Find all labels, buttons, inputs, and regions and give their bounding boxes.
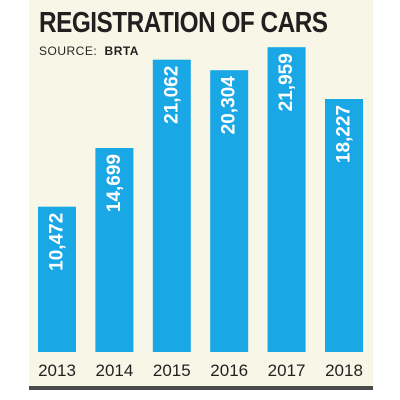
bar-2014 bbox=[95, 148, 134, 352]
bars-layer bbox=[38, 47, 363, 352]
bottom-rule bbox=[29, 386, 373, 390]
bar-value-label: 21,062 bbox=[161, 66, 182, 124]
bar-value-label: 10,472 bbox=[47, 213, 68, 271]
bar-2016 bbox=[210, 70, 249, 352]
chart-title: REGISTRATION OF CARS bbox=[39, 7, 328, 39]
chart-panel bbox=[29, 0, 373, 386]
x-tick-label: 2016 bbox=[210, 361, 248, 380]
bar-value-label: 20,304 bbox=[219, 76, 240, 135]
bar-2017 bbox=[267, 47, 306, 352]
bar-chart: 10,472 14,699 21,062 20,304 21,959 18,227 201… bbox=[38, 47, 363, 380]
source-value: BRTA bbox=[104, 44, 139, 58]
bar-2018 bbox=[325, 99, 363, 352]
x-axis-ticks: 2013 2014 2015 2016 2017 2018 bbox=[38, 361, 363, 380]
chart-source: SOURCE: BRTA bbox=[39, 44, 139, 58]
source-label: SOURCE: bbox=[39, 44, 98, 58]
x-tick-label: 2014 bbox=[95, 361, 133, 380]
x-tick-label: 2013 bbox=[38, 361, 76, 380]
value-labels-layer: 10,472 14,699 21,062 20,304 21,959 18,227 bbox=[47, 53, 355, 271]
bar-2013 bbox=[38, 206, 76, 352]
x-tick-label: 2018 bbox=[325, 361, 363, 380]
x-tick-label: 2015 bbox=[153, 361, 191, 380]
x-tick-label: 2017 bbox=[268, 361, 306, 380]
bar-value-label: 18,227 bbox=[334, 105, 355, 163]
bar-value-label: 21,959 bbox=[276, 53, 297, 111]
bar-2015 bbox=[152, 59, 191, 352]
bar-value-label: 14,699 bbox=[104, 154, 125, 212]
